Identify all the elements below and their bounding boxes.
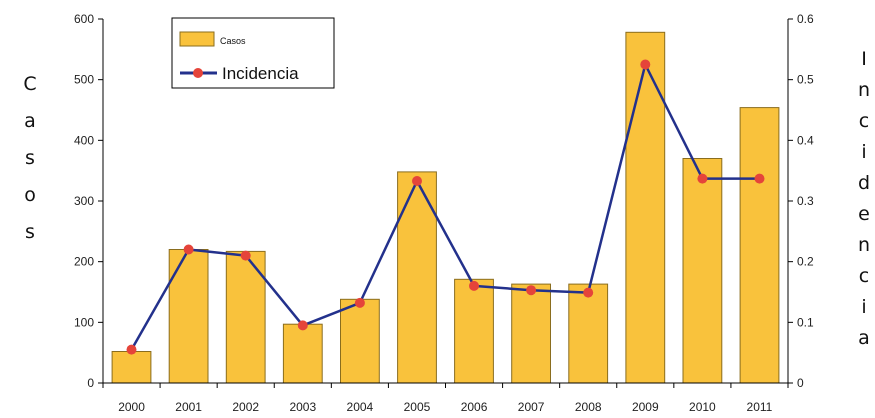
- y-axis-label-left-letter: o: [24, 184, 36, 206]
- point-2001: [183, 244, 194, 255]
- x-tick-label: 2002: [232, 400, 259, 414]
- x-tick-label: 2006: [461, 400, 488, 414]
- x-tick-label: 2011: [747, 400, 773, 414]
- point-2002: [240, 250, 251, 261]
- point-2010: [697, 173, 708, 184]
- point-2008: [583, 287, 594, 298]
- point-2003: [297, 320, 308, 331]
- y-tick-label-right: 0.4: [797, 133, 814, 147]
- y-axis-label-right: Incidencia: [858, 48, 870, 349]
- y-axis-label-left-letter: s: [25, 147, 35, 169]
- y-axis-label-left-letter: C: [23, 73, 36, 95]
- incidencia-line: [130, 63, 760, 351]
- bar-2000: [111, 351, 152, 384]
- y-axis-label-right-letter: n: [858, 234, 870, 256]
- x-tick-label: 2010: [689, 400, 716, 414]
- y-axis-label-right-letter: e: [858, 203, 870, 225]
- legend-swatch-casos: [179, 31, 215, 47]
- bar-2009: [625, 31, 666, 384]
- x-tick-label: 2001: [175, 400, 202, 414]
- y-tick-label-left: 600: [74, 12, 94, 26]
- y-tick-label-right: 0.2: [797, 255, 814, 269]
- legend-label-incidencia: Incidencia: [222, 64, 299, 83]
- y-axis-label-left-letter: a: [24, 110, 36, 132]
- bar-2010: [682, 158, 723, 384]
- x-tick-label: 2004: [347, 400, 374, 414]
- point-2009: [640, 59, 651, 70]
- line-series-incidencia: [126, 59, 765, 355]
- y-axis-label-left: Casos: [23, 73, 36, 243]
- y-axis-label-right-letter: c: [859, 110, 869, 132]
- x-tick-label: 2003: [289, 400, 316, 414]
- point-2011: [754, 173, 765, 184]
- y-tick-label-left: 500: [74, 73, 94, 87]
- x-tick-label: 2008: [575, 400, 602, 414]
- x-tick-label: 2009: [632, 400, 659, 414]
- legend-label-casos: Casos: [220, 36, 246, 46]
- y-axis-label-right-letter: n: [858, 79, 870, 101]
- bar-2011: [739, 107, 780, 384]
- y-tick-label-left: 0: [87, 376, 94, 390]
- point-2004: [354, 297, 365, 308]
- y-tick-label-right: 0.5: [797, 73, 814, 87]
- y-tick-label-right: 0: [797, 376, 804, 390]
- y-tick-label-right: 0.6: [797, 12, 814, 26]
- y-tick-label-right: 0.3: [797, 194, 814, 208]
- y-tick-label-left: 400: [74, 133, 94, 147]
- point-2007: [526, 285, 537, 296]
- bar-2003: [282, 323, 323, 384]
- y-axis-label-right-letter: d: [858, 172, 870, 194]
- y-axis-label-right-letter: a: [858, 327, 870, 349]
- y-tick-label-right: 0.1: [797, 315, 814, 329]
- point-2000: [126, 344, 137, 355]
- bar-2004: [340, 298, 380, 384]
- y-axis-label-left-letter: s: [25, 221, 35, 243]
- y-tick-label-left: 200: [74, 255, 94, 269]
- bar-2007: [511, 283, 552, 384]
- y-tick-label-left: 300: [74, 194, 94, 208]
- bar-2008: [568, 283, 609, 384]
- y-axis-label-right-letter: c: [859, 265, 869, 287]
- y-tick-label-left: 100: [74, 315, 94, 329]
- point-2005: [412, 176, 422, 186]
- axes: 0 100 200 300 400 500 600 0 0.1 0.2 0.3 0.4 0.5 0.6 20…: [74, 12, 814, 414]
- legend: Casos Incidencia: [171, 17, 335, 89]
- point-2006: [469, 280, 479, 291]
- x-tick-label: 2005: [404, 400, 431, 414]
- x-tick-label: 2000: [118, 400, 145, 414]
- y-axis-label-right-letter: i: [861, 141, 866, 163]
- bar-2006: [454, 278, 494, 384]
- bar-2001: [168, 249, 209, 384]
- legend-marker-incidencia: [193, 68, 203, 78]
- x-tick-label: 2007: [518, 400, 545, 414]
- y-axis-label-right-letter: i: [861, 296, 866, 318]
- y-axis-label-right-letter: I: [861, 48, 867, 70]
